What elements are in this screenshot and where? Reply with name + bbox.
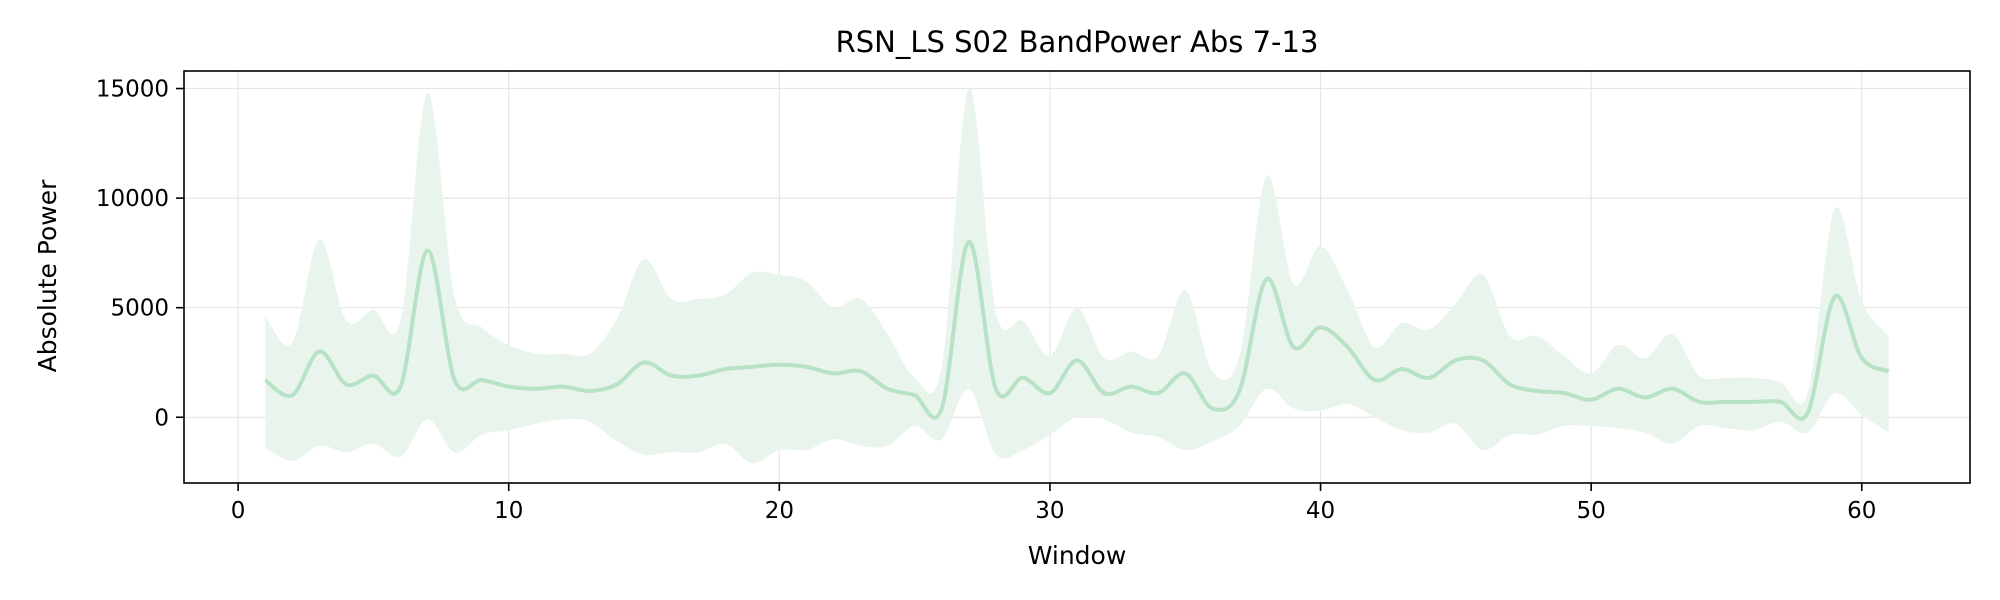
y-tick-label: 0: [154, 405, 169, 431]
plot-frame: [183, 70, 1971, 484]
chart-title: RSN_LS S02 BandPower Abs 7-13: [836, 25, 1319, 59]
y-tick-label: 10000: [96, 186, 169, 212]
x-tick-label: 30: [1035, 498, 1064, 524]
x-axis: 0 10 20 30 40 50 60: [231, 483, 1876, 524]
x-tick-label: 40: [1306, 498, 1335, 524]
y-tick-label: 15000: [96, 77, 169, 103]
y-axis: 0 5000 10000 15000: [96, 77, 184, 431]
x-tick-label: 20: [765, 498, 794, 524]
mean-line: [263, 239, 1890, 421]
x-tick-label: 50: [1577, 498, 1606, 524]
y-tick-label: 5000: [110, 296, 169, 322]
range-band: [265, 88, 1889, 464]
x-tick-label: 60: [1847, 498, 1876, 524]
y-axis-label: Absolute Power: [33, 179, 62, 373]
x-axis-label: Window: [1028, 541, 1127, 570]
x-tick-label: 10: [494, 498, 523, 524]
x-tick-label: 0: [231, 498, 246, 524]
